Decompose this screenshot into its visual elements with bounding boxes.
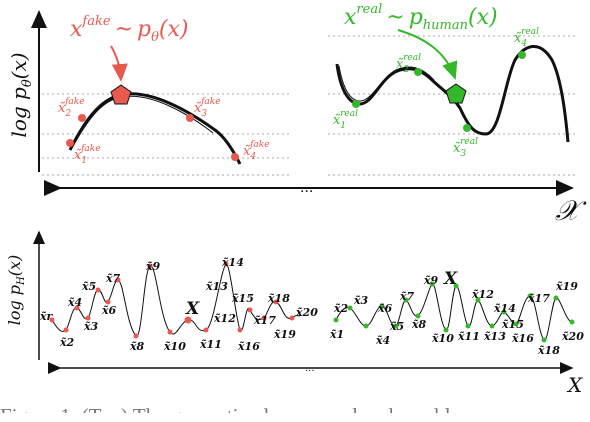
right-label: x̃20 bbox=[561, 330, 584, 343]
left-label: x̃5 bbox=[81, 280, 96, 293]
right-label: x̃4 bbox=[375, 334, 390, 347]
real-distribution-curve bbox=[335, 45, 570, 143]
real-formula: xreal ~ phuman(x) bbox=[344, 2, 498, 33]
real-label-2: x̃2real bbox=[396, 53, 421, 75]
real-label-1: x̃1real bbox=[333, 109, 358, 131]
fake-pentagon-marker bbox=[110, 84, 132, 105]
fake-point-1 bbox=[66, 139, 74, 147]
real-point-3 bbox=[463, 124, 471, 132]
left-label: x̃6 bbox=[101, 304, 117, 317]
left-sample-labels: x̃r x̃2 x̃4 x̃5 x̃3 x̃7 x̃6 x̃9 x̃8 x̃10… bbox=[39, 256, 318, 353]
right-label: x̃9 bbox=[423, 274, 439, 287]
right-label: x̃11 bbox=[457, 330, 480, 343]
left-label: x̃16 bbox=[237, 340, 260, 353]
left-label: x̃10 bbox=[163, 340, 186, 353]
right-sample-labels: x̃1 x̃2 x̃3 x̃4 x̃5 x̃7 x̃6 x̃8 x̃9 x̃10… bbox=[329, 274, 584, 357]
right-label: x̃16 bbox=[511, 332, 534, 345]
right-label: x̃10 bbox=[431, 332, 454, 345]
real-label-4: x̃4real bbox=[514, 27, 539, 49]
bottom-x-axis-label: X bbox=[566, 373, 583, 397]
real-pentagon-marker bbox=[445, 83, 467, 104]
bottom-y-label: log pH(x) bbox=[5, 255, 27, 326]
left-label: x̃11 bbox=[199, 338, 222, 351]
left-label: x̃17 bbox=[253, 314, 276, 327]
fake-label-3: x̃3fake bbox=[194, 97, 221, 119]
left-label: x̃15 bbox=[231, 292, 254, 305]
right-label: x̃7 bbox=[399, 290, 415, 303]
real-point-1 bbox=[352, 100, 360, 108]
top-x-axis-label: 𝒳 bbox=[555, 194, 587, 227]
right-label: x̃18 bbox=[537, 344, 560, 357]
right-label: x̃14 bbox=[493, 302, 516, 315]
left-sample-dots bbox=[49, 261, 295, 339]
left-label: x̃18 bbox=[267, 292, 290, 305]
right-label: x̃13 bbox=[483, 330, 506, 343]
fake-formula-arrow bbox=[110, 45, 128, 82]
fake-point-4 bbox=[231, 153, 239, 161]
top-ellipsis: ... bbox=[300, 180, 313, 196]
top-y-label: log pθ(x) bbox=[7, 52, 35, 137]
right-label: x̃19 bbox=[555, 280, 578, 293]
left-marker-label: X bbox=[185, 299, 200, 319]
right-marker-label: X bbox=[443, 269, 458, 289]
right-sample-dots bbox=[333, 281, 575, 343]
fake-label-1: x̃1fake bbox=[74, 144, 101, 166]
top-panel: ... 𝒳 log pθ(x) xfake ~ pθ(x) x̃1fake x̃2f… bbox=[7, 2, 587, 227]
left-label: x̃9 bbox=[145, 260, 161, 273]
top-gridlines bbox=[42, 35, 575, 176]
bottom-panel: ... X log pH(x) X x̃r x̃2 x̃4 x̃5 x̃3 x̃… bbox=[5, 230, 584, 397]
left-label: x̃12 bbox=[213, 312, 236, 325]
fake-label-4: x̃4fake bbox=[243, 140, 270, 162]
real-point-2 bbox=[414, 68, 422, 76]
fake-formula: xfake ~ pθ(x) bbox=[70, 14, 189, 45]
bottom-ellipsis: ... bbox=[305, 363, 315, 374]
left-label: x̃14 bbox=[221, 256, 244, 269]
right-label: x̃6 bbox=[377, 302, 393, 315]
left-label: x̃20 bbox=[295, 306, 318, 319]
left-label: x̃4 bbox=[67, 296, 82, 309]
right-label: x̃8 bbox=[411, 318, 427, 331]
real-point-4 bbox=[518, 51, 526, 59]
real-label-3: x̃3real bbox=[453, 137, 478, 159]
right-label: x̃17 bbox=[527, 292, 550, 305]
left-label: x̃3 bbox=[83, 320, 99, 333]
right-label: x̃12 bbox=[471, 288, 494, 301]
left-label: x̃13 bbox=[205, 280, 228, 293]
left-label: x̃19 bbox=[273, 328, 296, 341]
left-label: x̃8 bbox=[129, 340, 145, 353]
right-label: x̃5 bbox=[389, 320, 404, 333]
right-label: x̃1 bbox=[329, 328, 344, 341]
fake-label-2: x̃2fake bbox=[58, 97, 85, 119]
left-label: x̃7 bbox=[105, 272, 121, 285]
real-formula-arrow bbox=[397, 29, 458, 80]
right-label: x̃15 bbox=[501, 318, 524, 331]
fake-point-2 bbox=[78, 114, 86, 122]
right-label: x̃3 bbox=[353, 294, 369, 307]
left-label: x̃r bbox=[39, 310, 54, 323]
left-label: x̃2 bbox=[59, 336, 75, 349]
figure-caption: Figure 1: (Top) The generative learner a… bbox=[0, 396, 590, 413]
fake-point-3 bbox=[186, 114, 194, 122]
right-label: x̃2 bbox=[333, 302, 349, 315]
fake-distribution-curve bbox=[68, 92, 242, 165]
